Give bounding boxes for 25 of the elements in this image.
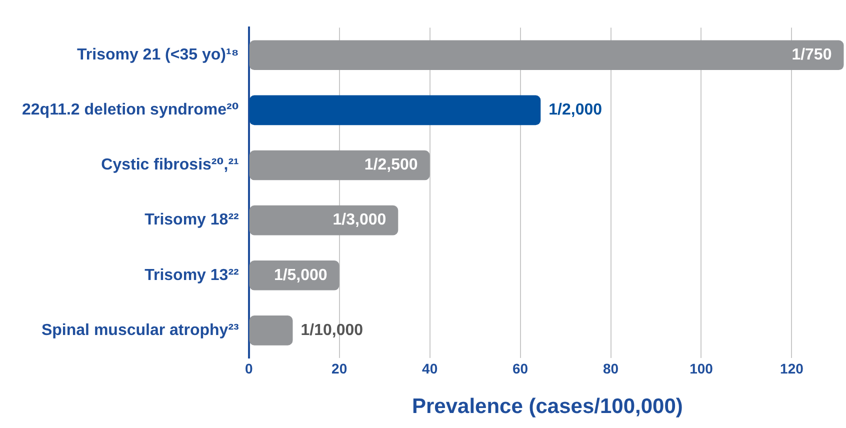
x-tick-label: 100 <box>690 360 714 376</box>
data-label: 1/3,000 <box>332 212 386 229</box>
bar <box>249 316 293 346</box>
bar <box>249 95 541 126</box>
x-tick-label: 0 <box>244 360 253 376</box>
data-label: 1/5,000 <box>274 266 328 284</box>
x-tick-label: 40 <box>422 360 438 376</box>
data-label: 1/750 <box>792 46 832 64</box>
y-tick-label: Spinal muscular atrophy²³ <box>41 322 239 339</box>
y-tick-label: Trisomy 18²² <box>144 212 239 229</box>
y-tick-label: Cystic fibrosis²⁰,²¹ <box>101 156 239 174</box>
data-label: 1/2,000 <box>548 102 602 119</box>
x-tick-label: 120 <box>780 360 804 376</box>
y-tick-label: 22q11.2 deletion syndrome²⁰ <box>22 102 239 119</box>
x-tick-label: 20 <box>332 360 348 376</box>
data-label: 1/10,000 <box>300 322 364 339</box>
x-tick-label: 80 <box>602 360 619 376</box>
bar <box>249 205 398 236</box>
x-tick-label: 60 <box>512 360 528 376</box>
y-tick-label: Trisomy 13²² <box>144 266 239 284</box>
data-label: 1/2,500 <box>364 156 418 174</box>
bar <box>249 40 844 70</box>
bar <box>249 150 430 180</box>
x-axis-title: Prevalence (cases/100,000) <box>412 395 683 418</box>
y-tick-label: Trisomy 21 (<35 yo)¹⁸ <box>77 46 239 64</box>
